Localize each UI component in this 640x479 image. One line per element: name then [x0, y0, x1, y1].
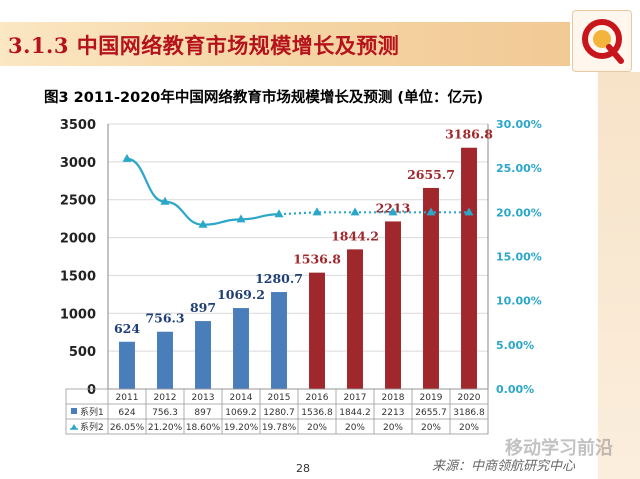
y-left-tick-label: 0 — [87, 383, 96, 398]
bar-data-label: 2655.7 — [407, 167, 455, 182]
y-right-tick-label: 20.00% — [496, 206, 542, 219]
watermark: 移动学习前沿 — [505, 438, 613, 459]
bar — [233, 308, 249, 389]
y-left-tick-label: 1000 — [60, 307, 96, 322]
bar — [271, 292, 287, 389]
bar-data-label: 1069.2 — [217, 287, 265, 302]
x-tick-label: 2020 — [458, 393, 481, 403]
bar — [157, 331, 173, 389]
line-point-marker — [274, 209, 284, 218]
bar — [385, 221, 401, 389]
bar-data-label: 897 — [190, 300, 216, 315]
legend-label-series1: 系列1 — [80, 406, 104, 418]
data-table-value: 756.3 — [152, 408, 178, 418]
data-table-value: 3186.8 — [453, 408, 485, 418]
bar-data-label: 756.3 — [145, 311, 184, 326]
line-point-marker — [464, 207, 474, 216]
y-left-tick-label: 2500 — [60, 194, 96, 209]
line-point-marker — [122, 153, 132, 162]
source-note: 来源：中商领航研究中心 — [432, 459, 576, 474]
page-number: 28 — [296, 462, 310, 475]
bar — [347, 249, 363, 389]
data-table-value: 1844.2 — [339, 408, 371, 418]
y-right-tick-label: 30.00% — [496, 118, 542, 131]
q-logo-icon — [582, 19, 624, 64]
x-tick-label: 2019 — [420, 393, 443, 403]
data-table-value: 19.78% — [262, 423, 297, 433]
x-tick-label: 2017 — [344, 393, 367, 403]
data-table-value: 624 — [118, 408, 135, 418]
data-table-value: 2655.7 — [415, 408, 447, 418]
bar — [119, 341, 135, 389]
decorative-side-band — [598, 72, 640, 479]
x-tick-label: 2018 — [382, 393, 405, 403]
data-table-value: 897 — [194, 408, 211, 418]
x-tick-label: 2011 — [116, 393, 139, 403]
bar — [461, 147, 477, 389]
chart-title: 图3 2011-2020年中国网络教育市场规模增长及预测 (单位：亿元) — [44, 90, 484, 106]
page-title: 3.1.3 中国网络教育市场规模增长及预测 — [8, 33, 400, 58]
data-table-value: 20% — [421, 423, 441, 433]
bar — [309, 272, 325, 389]
data-table-value: 21.20% — [148, 423, 183, 433]
legend-label-series2: 系列2 — [80, 421, 104, 433]
line-point-marker — [236, 214, 246, 223]
y-right-tick-label: 25.00% — [496, 162, 542, 175]
line-point-marker — [312, 207, 322, 216]
data-table-value: 1536.8 — [301, 408, 333, 418]
data-table-value: 1280.7 — [263, 408, 295, 418]
logo — [572, 10, 632, 72]
bar-data-label: 1844.2 — [331, 228, 379, 243]
y-left-tick-label: 500 — [69, 345, 96, 360]
y-left-tick-label: 3000 — [60, 156, 96, 171]
y-right-tick-label: 5.00% — [496, 339, 534, 352]
bar-data-label: 1536.8 — [293, 252, 341, 267]
data-table-value: 1069.2 — [225, 408, 257, 418]
y-left-tick-label: 3500 — [60, 118, 96, 133]
legend-key-series2 — [71, 424, 77, 429]
data-table-value: 20% — [459, 423, 479, 433]
x-tick-label: 2013 — [192, 393, 215, 403]
line-series-dotted — [278, 211, 469, 216]
data-table-value: 2213 — [382, 408, 405, 418]
x-tick-label: 2014 — [230, 393, 253, 403]
data-table-value: 26.05% — [110, 423, 145, 433]
line-point-marker — [426, 207, 436, 216]
x-tick-label: 2015 — [268, 393, 291, 403]
data-table-value: 19.20% — [224, 423, 259, 433]
bar-data-label: 3186.8 — [445, 127, 493, 142]
data-table-value: 20% — [383, 423, 403, 433]
line-point-marker — [350, 207, 360, 216]
y-right-tick-label: 10.00% — [496, 295, 542, 308]
y-right-tick-label: 0.00% — [496, 383, 534, 396]
x-tick-label: 2016 — [306, 393, 329, 403]
line-point-marker — [160, 196, 170, 205]
line-point-marker — [198, 219, 208, 228]
y-left-tick-label: 1500 — [60, 269, 96, 284]
legend-key-series1 — [71, 408, 77, 414]
line-series-solid — [126, 157, 280, 226]
bar — [195, 321, 211, 389]
header-band — [0, 22, 570, 66]
data-table-value: 18.60% — [186, 423, 221, 433]
x-tick-label: 2012 — [154, 393, 177, 403]
y-left-tick-label: 2000 — [60, 232, 96, 247]
bar-data-label: 1280.7 — [255, 271, 303, 286]
line-point-marker — [388, 207, 398, 216]
bar — [423, 187, 439, 389]
data-table-value: 20% — [307, 423, 327, 433]
bar-data-label: 624 — [114, 321, 140, 336]
y-right-tick-label: 15.00% — [496, 251, 542, 264]
data-table-value: 20% — [345, 423, 365, 433]
